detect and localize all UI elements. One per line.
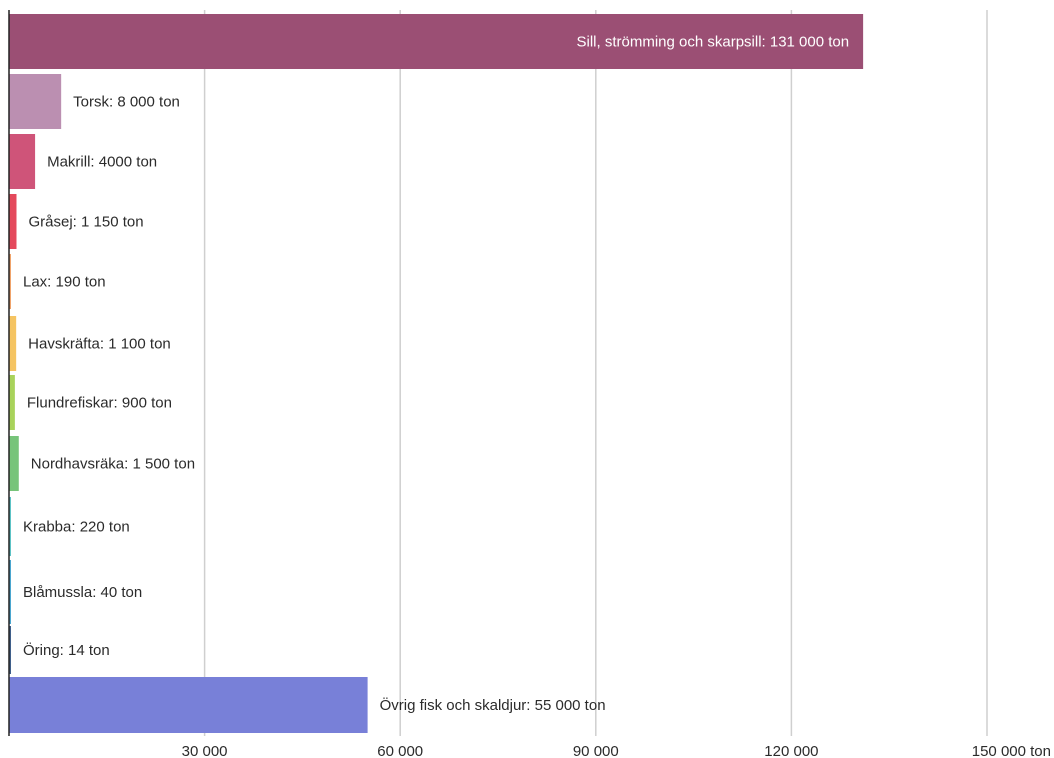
bar (9, 560, 11, 624)
bar (9, 375, 15, 430)
bar (9, 74, 62, 129)
bar-label: Krabba: 220 ton (23, 519, 130, 536)
bar (9, 497, 11, 556)
bar (9, 436, 19, 491)
bar (9, 626, 11, 674)
bar-label: Torsk: 8 000 ton (73, 94, 180, 111)
bar-label: Nordhavsräka: 1 500 ton (31, 456, 195, 473)
x-tick-label: 120 000 (764, 743, 818, 758)
bar (9, 677, 368, 733)
bar (9, 254, 11, 309)
bar-label: Havskräfta: 1 100 ton (28, 336, 171, 353)
x-tick-label: 150 000 ton (972, 743, 1051, 758)
bar (9, 194, 17, 249)
bar-label: Flundrefiskar: 900 ton (27, 395, 172, 412)
bar-label: Lax: 190 ton (23, 274, 106, 291)
bar-label: Öring: 14 ton (23, 641, 110, 659)
bar-label: Sill, strömming och skarpsill: 131 000 t… (576, 34, 849, 51)
x-axis-ticks: 30 000 60 000 90 000 120 000 150 000 ton (182, 743, 1051, 758)
bar-label: Blåmussla: 40 ton (23, 584, 142, 601)
bar (9, 316, 17, 371)
gridlines (203, 10, 988, 736)
x-tick-label: 60 000 (377, 743, 423, 758)
x-tick-label: 30 000 (182, 743, 228, 758)
x-tick-label: 90 000 (573, 743, 619, 758)
bar (9, 14, 864, 69)
bars: Sill, strömming och skarpsill: 131 000 t… (9, 14, 864, 733)
bar-label: Övrig fisk och skaldjur: 55 000 ton (380, 696, 606, 714)
bar-label: Gråsej: 1 150 ton (28, 214, 143, 231)
bar (9, 134, 36, 189)
bar-label: Makrill: 4000 ton (47, 154, 157, 171)
